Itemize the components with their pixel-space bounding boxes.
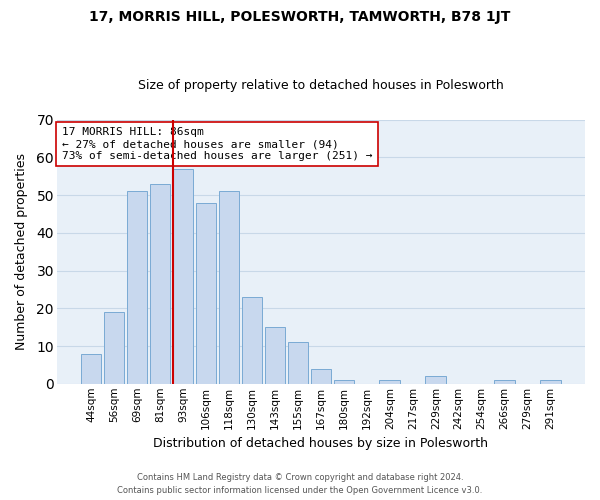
X-axis label: Distribution of detached houses by size in Polesworth: Distribution of detached houses by size … — [154, 437, 488, 450]
Text: Contains HM Land Registry data © Crown copyright and database right 2024.
Contai: Contains HM Land Registry data © Crown c… — [118, 474, 482, 495]
Bar — [127, 192, 148, 384]
Bar — [334, 380, 354, 384]
Y-axis label: Number of detached properties: Number of detached properties — [15, 153, 28, 350]
Bar — [379, 380, 400, 384]
Bar — [287, 342, 308, 384]
Text: 17, MORRIS HILL, POLESWORTH, TAMWORTH, B78 1JT: 17, MORRIS HILL, POLESWORTH, TAMWORTH, B… — [89, 10, 511, 24]
Bar — [104, 312, 124, 384]
Bar — [494, 380, 515, 384]
Bar — [311, 368, 331, 384]
Bar — [265, 327, 285, 384]
Bar — [242, 297, 262, 384]
Bar — [541, 380, 561, 384]
Bar — [149, 184, 170, 384]
Bar — [173, 168, 193, 384]
Text: 17 MORRIS HILL: 86sqm
← 27% of detached houses are smaller (94)
73% of semi-deta: 17 MORRIS HILL: 86sqm ← 27% of detached … — [62, 128, 373, 160]
Bar — [81, 354, 101, 384]
Bar — [218, 192, 239, 384]
Title: Size of property relative to detached houses in Polesworth: Size of property relative to detached ho… — [138, 79, 504, 92]
Bar — [196, 202, 217, 384]
Bar — [425, 376, 446, 384]
